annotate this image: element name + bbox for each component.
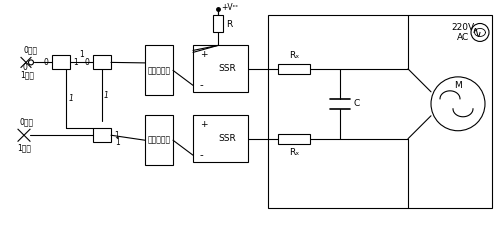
Text: 1: 1 (73, 58, 78, 67)
Text: 0: 0 (43, 58, 48, 67)
Text: -: - (200, 80, 204, 90)
Bar (193, 45, 248, 92)
Text: +: + (200, 120, 207, 129)
Text: 0: 0 (22, 63, 28, 72)
Bar (93, 55, 111, 69)
Text: +: + (200, 50, 207, 59)
Text: 0启动: 0启动 (23, 45, 37, 54)
Text: SSR: SSR (218, 134, 236, 143)
Bar (145, 115, 173, 165)
Text: AC: AC (457, 33, 469, 42)
Bar (193, 115, 248, 162)
Bar (93, 128, 111, 142)
Text: 1停止: 1停止 (20, 70, 34, 79)
Text: 0: 0 (84, 58, 89, 67)
Text: C: C (354, 99, 360, 108)
Text: 0正转: 0正转 (20, 118, 34, 127)
Text: -: - (200, 150, 204, 160)
Text: M: M (454, 81, 462, 90)
Bar (278, 134, 310, 144)
Text: 1: 1 (104, 91, 109, 100)
Text: 1: 1 (115, 138, 120, 147)
Text: 1: 1 (79, 50, 84, 59)
Text: R: R (226, 20, 232, 29)
Bar (52, 55, 70, 69)
Text: 下降沿延时: 下降沿延时 (148, 136, 171, 145)
Text: Rₓ: Rₓ (289, 51, 299, 60)
Text: 1: 1 (114, 131, 119, 140)
Bar (278, 64, 310, 74)
Text: +Vᶜᶜ: +Vᶜᶜ (221, 2, 238, 12)
Text: Rₓ: Rₓ (289, 148, 299, 157)
Text: 220V: 220V (452, 23, 474, 32)
Text: SSR: SSR (218, 64, 236, 73)
Text: 下降沿延时: 下降沿延时 (148, 66, 171, 75)
Bar (213, 16, 223, 32)
Text: 1: 1 (69, 94, 74, 103)
Bar (268, 16, 492, 208)
Text: 1反转: 1反转 (17, 144, 31, 153)
Bar (145, 45, 173, 95)
